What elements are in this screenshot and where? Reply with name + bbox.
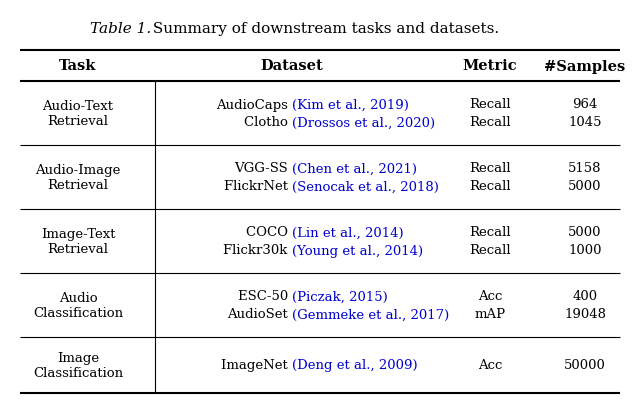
- Text: (Senocak et al., 2018): (Senocak et al., 2018): [292, 180, 439, 193]
- Text: Acc: Acc: [478, 290, 502, 303]
- Text: Flickr30k: Flickr30k: [223, 244, 292, 257]
- Text: Recall: Recall: [469, 244, 511, 257]
- Text: Audio
Classification: Audio Classification: [33, 291, 123, 319]
- Text: Acc: Acc: [478, 358, 502, 372]
- Text: (Piczak, 2015): (Piczak, 2015): [292, 290, 388, 303]
- Text: (Lin et al., 2014): (Lin et al., 2014): [292, 226, 404, 239]
- Text: 5158: 5158: [568, 162, 602, 175]
- Text: (Drossos et al., 2020): (Drossos et al., 2020): [292, 116, 435, 129]
- Text: (Young et al., 2014): (Young et al., 2014): [292, 244, 423, 257]
- Text: (Chen et al., 2021): (Chen et al., 2021): [292, 162, 417, 175]
- Text: 964: 964: [572, 98, 598, 111]
- Text: 400: 400: [572, 290, 598, 303]
- Text: 19048: 19048: [564, 308, 606, 321]
- Text: 1000: 1000: [568, 244, 602, 257]
- Text: Recall: Recall: [469, 162, 511, 175]
- Text: Audio-Text
Retrieval: Audio-Text Retrieval: [42, 100, 113, 128]
- Text: FlickrNet: FlickrNet: [224, 180, 292, 193]
- Text: COCO: COCO: [246, 226, 292, 239]
- Text: Image
Classification: Image Classification: [33, 351, 123, 379]
- Text: #Samples: #Samples: [545, 59, 626, 73]
- Text: 5000: 5000: [568, 226, 602, 239]
- Text: Metric: Metric: [463, 59, 517, 73]
- Text: AudioCaps: AudioCaps: [216, 98, 292, 111]
- Text: 50000: 50000: [564, 358, 606, 372]
- Text: Dataset: Dataset: [260, 59, 323, 73]
- Text: Recall: Recall: [469, 226, 511, 239]
- Text: ESC-50: ESC-50: [237, 290, 292, 303]
- Text: ImageNet: ImageNet: [221, 358, 292, 372]
- Text: mAP: mAP: [474, 308, 506, 321]
- Text: Recall: Recall: [469, 98, 511, 111]
- Text: Recall: Recall: [469, 180, 511, 193]
- Text: Audio-Image
Retrieval: Audio-Image Retrieval: [35, 164, 121, 192]
- Text: Image-Text
Retrieval: Image-Text Retrieval: [41, 227, 115, 255]
- Text: 1045: 1045: [568, 116, 602, 129]
- Text: Clotho: Clotho: [244, 116, 292, 129]
- Text: VGG-SS: VGG-SS: [234, 162, 292, 175]
- Text: 5000: 5000: [568, 180, 602, 193]
- Text: Summary of downstream tasks and datasets.: Summary of downstream tasks and datasets…: [148, 22, 499, 36]
- Text: (Gemmeke et al., 2017): (Gemmeke et al., 2017): [292, 308, 449, 321]
- Text: Table 1.: Table 1.: [90, 22, 151, 36]
- Text: Task: Task: [60, 59, 97, 73]
- Text: Recall: Recall: [469, 116, 511, 129]
- Text: AudioSet: AudioSet: [227, 308, 292, 321]
- Text: (Kim et al., 2019): (Kim et al., 2019): [292, 98, 409, 111]
- Text: (Deng et al., 2009): (Deng et al., 2009): [292, 358, 418, 372]
